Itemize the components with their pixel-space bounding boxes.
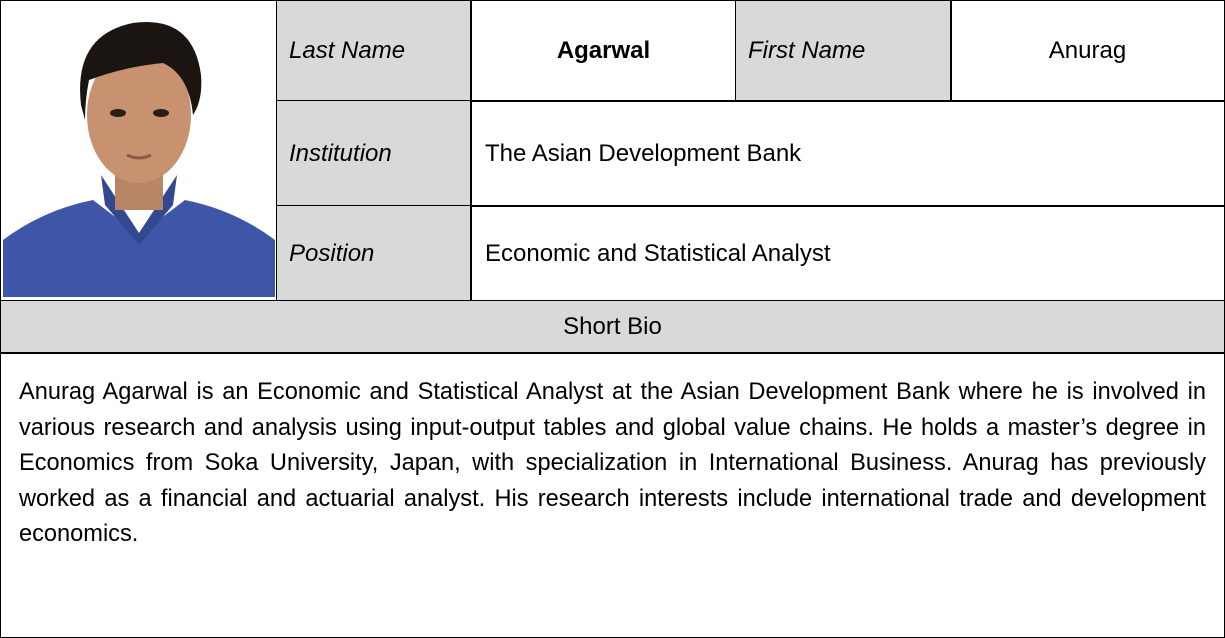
label-cell: First Name bbox=[735, 0, 952, 102]
value-cell: The Asian Development Bank bbox=[470, 100, 1225, 207]
value-cell: Agarwal bbox=[470, 0, 737, 102]
label-cell: Position bbox=[276, 205, 472, 302]
photo bbox=[3, 5, 275, 297]
label-cell: Last Name bbox=[276, 0, 472, 102]
photo-cell bbox=[0, 0, 278, 302]
value-cell: Anurag bbox=[950, 0, 1225, 102]
section-heading: Short Bio bbox=[0, 300, 1225, 354]
value-cell: Economic and Statistical Analyst bbox=[470, 205, 1225, 302]
label-cell: Institution bbox=[276, 100, 472, 207]
bio-text: Anurag Agarwal is an Economic and Statis… bbox=[0, 352, 1225, 638]
